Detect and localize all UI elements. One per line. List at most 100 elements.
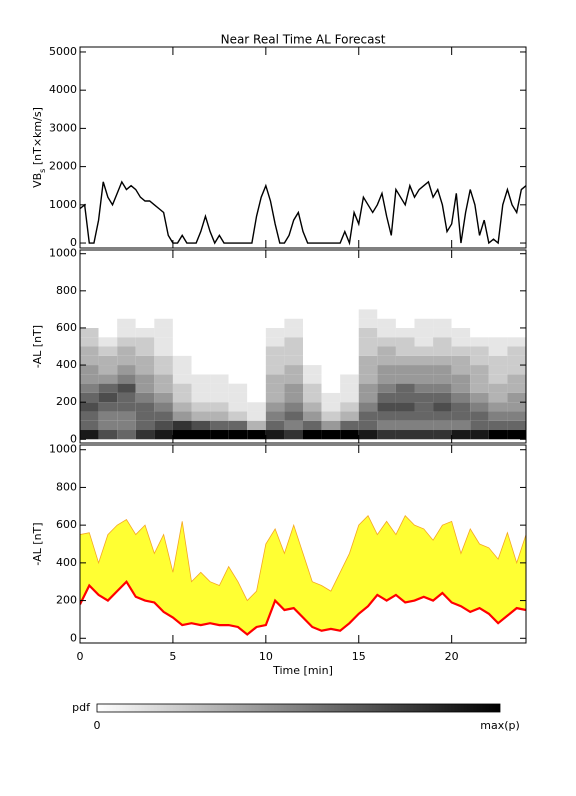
pdf-cell	[395, 374, 415, 384]
pdf-cell	[321, 420, 341, 431]
pdf-cell	[433, 402, 452, 412]
pdf-cell	[284, 411, 303, 421]
vbs-line	[80, 180, 526, 246]
pdf-cell	[358, 383, 378, 393]
pdf-cell	[507, 383, 526, 393]
pdf-cell	[507, 309, 526, 319]
pdf-cell	[228, 430, 248, 440]
pdf-cell	[507, 365, 526, 375]
pdf-cell	[80, 402, 99, 412]
pdf-cell	[284, 430, 303, 440]
pdf-cell	[284, 365, 303, 375]
pdf-cell	[303, 327, 322, 338]
pdf-cell	[135, 318, 155, 328]
pdf-cell	[321, 355, 341, 366]
pdf-cell	[433, 346, 452, 356]
pdf-cell	[228, 420, 248, 431]
pdf-cell	[358, 430, 378, 440]
pdf-cell	[284, 355, 303, 366]
pdf-cell	[414, 309, 434, 319]
pdf-cell	[228, 346, 248, 356]
pdf-cell	[172, 374, 192, 384]
pdf-cell	[470, 420, 489, 431]
y-tick-label: 800	[56, 480, 77, 493]
pdf-cell	[433, 374, 452, 384]
pdf-cell	[247, 346, 266, 356]
pdf-cell	[488, 318, 508, 328]
y-axis-label-part: s	[38, 169, 47, 173]
pdf-cell	[228, 392, 248, 403]
upper-line	[80, 515, 526, 602]
pdf-cell	[451, 402, 471, 412]
plot-area	[80, 180, 526, 246]
pdf-cell	[395, 327, 415, 338]
pdf-cell	[284, 420, 303, 431]
pdf-cell	[377, 392, 396, 403]
pdf-cell	[395, 346, 415, 356]
pdf-cell	[321, 402, 341, 412]
pdf-cell	[191, 383, 211, 393]
pdf-cell	[395, 309, 415, 319]
pdf-cell	[117, 309, 136, 319]
pdf-cell	[172, 420, 192, 431]
pdf-cell	[340, 355, 359, 366]
pdf-cell	[340, 420, 359, 431]
pdf-cell	[395, 411, 415, 421]
pdf-cell	[172, 383, 192, 393]
pdf-cell	[228, 309, 248, 319]
pdf-cell	[470, 309, 489, 319]
pdf-cell	[210, 383, 229, 393]
pdf-cell	[191, 430, 211, 440]
pdf-cell	[117, 392, 136, 403]
pdf-cell	[395, 383, 415, 393]
pdf-cell	[210, 392, 229, 403]
pdf-cell	[488, 392, 508, 403]
pdf-cell	[191, 318, 211, 328]
panel-frame	[79, 249, 527, 444]
pdf-cell	[247, 420, 266, 431]
pdf-cell	[117, 430, 136, 440]
pdf-cell	[340, 383, 359, 393]
pdf-cell	[154, 327, 173, 338]
x-axis-label: Time [min]	[272, 664, 333, 677]
pdf-cell	[80, 346, 99, 356]
pdf-cell	[98, 327, 118, 338]
pdf-cell	[488, 383, 508, 393]
pdf-cell	[172, 392, 192, 403]
pdf-cell	[154, 318, 173, 328]
pdf-cell	[154, 402, 173, 412]
colorbar-min-label: 0	[94, 719, 101, 732]
pdf-cell	[414, 318, 434, 328]
pdf-cell	[433, 309, 452, 319]
pdf-cell	[154, 392, 173, 403]
pdf-cell	[172, 337, 192, 347]
pdf-cell	[414, 327, 434, 338]
pdf-cell	[135, 392, 155, 403]
pdf-cell	[488, 430, 508, 440]
pdf-cell	[265, 355, 285, 366]
pdf-cell	[303, 392, 322, 403]
pdf-cell	[395, 392, 415, 403]
pdf-cell	[395, 420, 415, 431]
pdf-cell	[117, 402, 136, 412]
pdf-cell	[451, 411, 471, 421]
pdf-cell	[172, 327, 192, 338]
pdf-cell	[210, 309, 229, 319]
pdf-cell	[303, 309, 322, 319]
pdf-cell	[433, 327, 452, 338]
pdf-cell	[154, 337, 173, 347]
y-tick-label: 1000	[49, 198, 77, 211]
pdf-cell	[507, 346, 526, 356]
pdf-cell	[414, 337, 434, 347]
pdf-cell	[451, 355, 471, 366]
pdf-cell	[80, 392, 99, 403]
pdf-cell	[470, 355, 489, 366]
pdf-cell	[228, 411, 248, 421]
pdf-cell	[358, 346, 378, 356]
pdf-cell	[488, 420, 508, 431]
pdf-cell	[488, 374, 508, 384]
y-tick-label: 2000	[49, 160, 77, 173]
pdf-cell	[191, 365, 211, 375]
pdf-cell	[210, 411, 229, 421]
pdf-cell	[340, 318, 359, 328]
